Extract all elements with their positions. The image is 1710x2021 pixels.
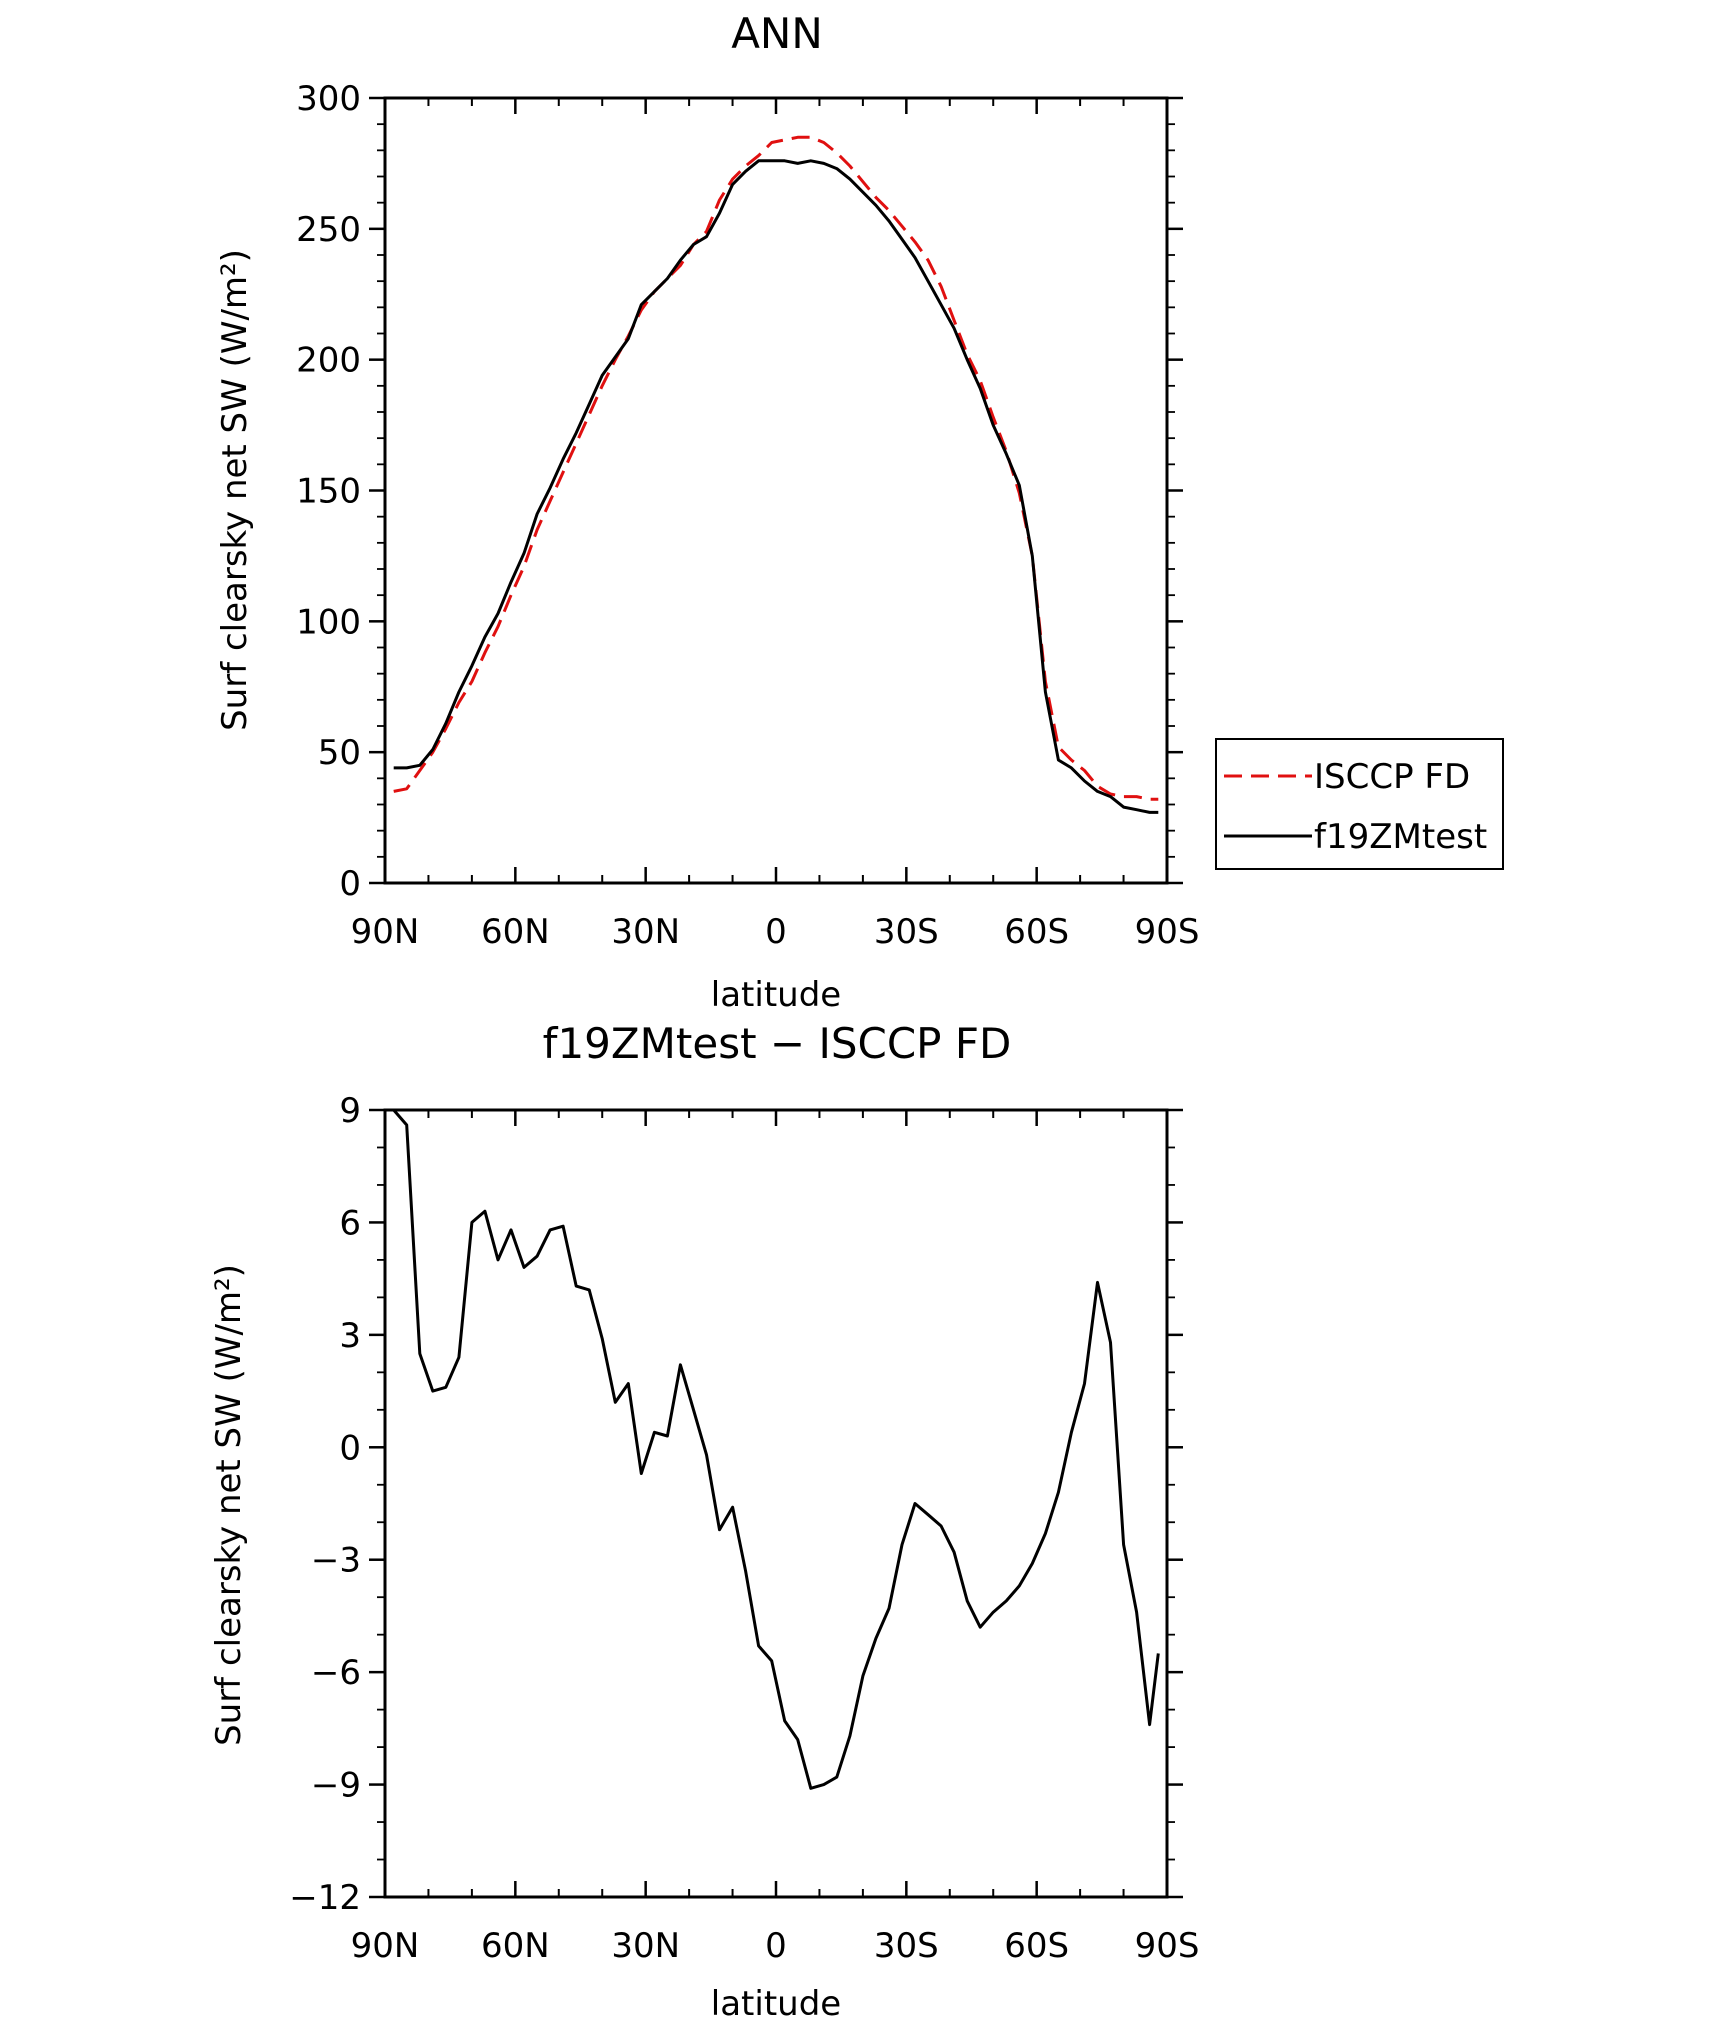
top-x-tick-label: 30S <box>874 912 939 952</box>
bottom-x-axis-label: latitude <box>711 1984 841 2021</box>
top-y-tick-labels: 0 50 100 150 200 250 300 <box>296 79 361 904</box>
bottom-series-lines <box>392 1109 1160 1790</box>
bottom-plot-frame <box>383 1108 1169 1899</box>
bottom-y-tick-label: −12 <box>289 1878 361 1918</box>
bottom-x-tick-label: 30S <box>874 1926 939 1966</box>
top-x-tick-label: 60N <box>481 912 550 952</box>
bottom-x-tick-label: 30N <box>611 1926 680 1966</box>
bottom-x-tick-label: 90S <box>1135 1926 1200 1966</box>
top-plot-frame <box>383 96 1169 885</box>
bottom-series-line-difference <box>392 1109 1160 1790</box>
legend-label-isccp-fd: ISCCP FD <box>1314 757 1470 797</box>
bottom-y-tick-label: 3 <box>339 1316 361 1356</box>
top-y-tick-label: 150 <box>296 472 361 512</box>
bottom-x-tick-label: 60S <box>1004 1926 1069 1966</box>
bottom-x-tick-labels: 90N 60N 30N 0 30S 60S 90S <box>351 1926 1200 1966</box>
top-x-tick-labels: 90N 60N 30N 0 30S 60S 90S <box>351 912 1200 952</box>
bottom-x-tick-label: 0 <box>765 1926 787 1966</box>
top-series-lines <box>393 135 1159 814</box>
top-series-line-isccp-fd <box>393 135 1159 801</box>
bottom-chart-title: f19ZMtest − ISCCP FD <box>543 1019 1012 1068</box>
top-x-tick-label: 30N <box>611 912 680 952</box>
top-x-axis-label: latitude <box>711 975 841 1015</box>
top-y-tick-label: 300 <box>296 79 361 119</box>
bottom-y-tick-label: 9 <box>339 1091 361 1131</box>
legend-label-f19zmtest: f19ZMtest <box>1314 817 1487 857</box>
bottom-y-tick-label: 0 <box>339 1428 361 1468</box>
top-y-tick-label: 250 <box>296 210 361 250</box>
bottom-y-tick-label: −6 <box>311 1653 361 1693</box>
top-axis-ticks <box>369 96 1183 885</box>
top-x-tick-label: 90N <box>351 912 420 952</box>
bottom-y-tick-labels: −12 −9 −6 −3 0 3 6 9 <box>289 1091 361 1918</box>
bottom-y-axis-label: Surf clearsky net SW (W/m²) <box>209 1264 249 1746</box>
legend: ISCCP FD f19ZMtest <box>1215 738 1504 870</box>
bottom-panel: f19ZMtest − ISCCP FD −12 −9 −6 −3 0 3 6 9 90N 60… <box>209 1019 1199 2021</box>
top-y-tick-label: 100 <box>296 602 361 642</box>
top-x-tick-label: 60S <box>1004 912 1069 952</box>
bottom-y-tick-label: −3 <box>311 1541 361 1581</box>
bottom-y-tick-label: 6 <box>339 1203 361 1243</box>
top-chart-title: ANN <box>731 9 823 58</box>
legend-box <box>1215 738 1504 870</box>
bottom-y-tick-label: −9 <box>311 1766 361 1806</box>
top-x-tick-label: 90S <box>1135 912 1200 952</box>
top-y-tick-label: 0 <box>339 864 361 904</box>
top-y-axis-label: Surf clearsky net SW (W/m²) <box>215 249 255 731</box>
top-y-tick-label: 50 <box>318 733 361 773</box>
top-y-tick-label: 200 <box>296 341 361 381</box>
top-x-tick-label: 0 <box>765 912 787 952</box>
bottom-x-tick-label: 90N <box>351 1926 420 1966</box>
bottom-axis-ticks <box>369 1108 1183 1899</box>
top-series-line-f19zmtest <box>393 159 1159 814</box>
bottom-x-tick-label: 60N <box>481 1926 550 1966</box>
